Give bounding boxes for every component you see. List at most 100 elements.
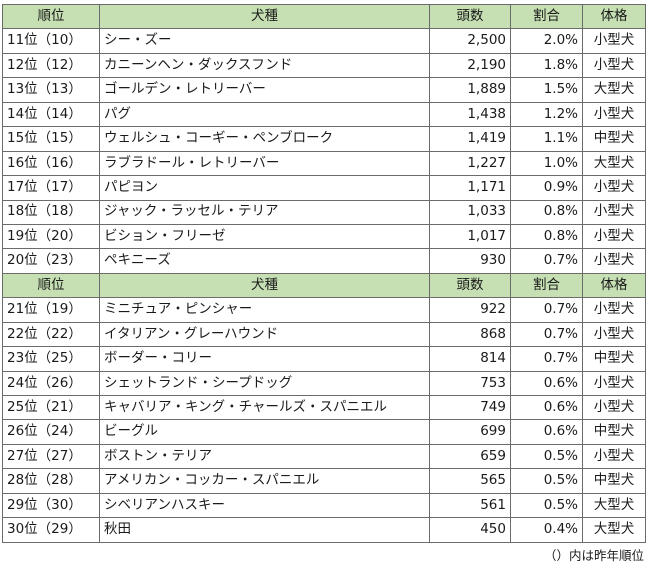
size-cell: 小型犬 (582, 297, 646, 323)
breed-cell: ゴールデン・レトリーバー (99, 77, 430, 103)
header-size: 体格 (582, 3, 646, 30)
count-cell: 450 (429, 517, 511, 543)
breed-cell: パグ (99, 101, 430, 128)
count-cell: 1,033 (429, 199, 511, 225)
breed-cell: ボストン・テリア (99, 443, 430, 470)
breed-cell: ビーグル (99, 419, 430, 445)
count-cell: 868 (429, 321, 511, 348)
share-cell: 0.5% (510, 492, 583, 519)
size-cell: 小型犬 (582, 199, 646, 225)
share-cell: 0.6% (510, 419, 583, 445)
rank-cell: 20位（23） (2, 248, 100, 274)
size-cell: 小型犬 (582, 370, 646, 397)
breed-cell: ラブラドール・レトリーバー (99, 150, 430, 177)
breed-cell: イタリアン・グレーハウンド (99, 321, 430, 348)
rank-cell: 21位（19） (2, 297, 100, 323)
table-row: 19位（20） ビション・フリーゼ 1,017 0.8% 小型犬 (2, 223, 646, 250)
table-header-row: 順位 犬種 頭数 割合 体格 (2, 3, 646, 30)
header-count: 頭数 (429, 3, 511, 30)
count-cell: 561 (429, 492, 511, 519)
rank-cell: 14位（14） (2, 101, 100, 128)
size-cell: 大型犬 (582, 517, 646, 543)
header-breed: 犬種 (99, 272, 430, 299)
table-row: 21位（19） ミニチュア・ピンシャー 922 0.7% 小型犬 (2, 297, 646, 323)
count-cell: 749 (429, 394, 511, 421)
table-row: 16位（16） ラブラドール・レトリーバー 1,227 1.0% 大型犬 (2, 150, 646, 177)
size-cell: 小型犬 (582, 52, 646, 79)
share-cell: 0.6% (510, 370, 583, 397)
breed-cell: キャバリア・キング・チャールズ・スパニエル (99, 394, 430, 421)
count-cell: 699 (429, 419, 511, 445)
rank-cell: 23位（25） (2, 346, 100, 372)
size-cell: 小型犬 (582, 223, 646, 250)
rank-cell: 30位（29） (2, 517, 100, 543)
rank-cell: 27位（27） (2, 443, 100, 470)
breed-cell: シベリアンハスキー (99, 492, 430, 519)
breed-cell: シェットランド・シープドッグ (99, 370, 430, 397)
share-cell: 0.7% (510, 346, 583, 372)
table-row: 13位（13） ゴールデン・レトリーバー 1,889 1.5% 大型犬 (2, 77, 646, 103)
breed-ranking-table: 順位 犬種 頭数 割合 体格 11位（10） シー・ズー 2,500 2.0% 小型犬 12位（12… (2, 3, 646, 543)
share-cell: 0.7% (510, 248, 583, 274)
count-cell: 753 (429, 370, 511, 397)
table-row: 29位（30） シベリアンハスキー 561 0.5% 大型犬 (2, 492, 646, 519)
rank-cell: 17位（17） (2, 175, 100, 201)
table-body: 順位 犬種 頭数 割合 体格 11位（10） シー・ズー 2,500 2.0% 小型犬 12位（12… (2, 3, 646, 543)
breed-cell: カニーンヘン・ダックスフンド (99, 52, 430, 79)
size-cell: 小型犬 (582, 443, 646, 470)
table-row: 14位（14） パグ 1,438 1.2% 小型犬 (2, 101, 646, 128)
share-cell: 1.0% (510, 150, 583, 177)
size-cell: 小型犬 (582, 28, 646, 54)
count-cell: 1,171 (429, 175, 511, 201)
breed-cell: ボーダー・コリー (99, 346, 430, 372)
share-cell: 1.8% (510, 52, 583, 79)
share-cell: 0.4% (510, 517, 583, 543)
count-cell: 565 (429, 468, 511, 494)
breed-cell: アメリカン・コッカー・スパニエル (99, 468, 430, 494)
rank-cell: 22位（22） (2, 321, 100, 348)
count-cell: 2,190 (429, 52, 511, 79)
share-cell: 0.5% (510, 468, 583, 494)
size-cell: 大型犬 (582, 492, 646, 519)
footnote: （）内は昨年順位 (543, 548, 644, 563)
size-cell: 小型犬 (582, 175, 646, 201)
table-row: 18位（18） ジャック・ラッセル・テリア 1,033 0.8% 小型犬 (2, 199, 646, 225)
share-cell: 0.7% (510, 297, 583, 323)
table-row: 22位（22） イタリアン・グレーハウンド 868 0.7% 小型犬 (2, 321, 646, 348)
table-row: 24位（26） シェットランド・シープドッグ 753 0.6% 小型犬 (2, 370, 646, 397)
size-cell: 中型犬 (582, 346, 646, 372)
table-row: 26位（24） ビーグル 699 0.6% 中型犬 (2, 419, 646, 445)
rank-cell: 13位（13） (2, 77, 100, 103)
size-cell: 小型犬 (582, 101, 646, 128)
share-cell: 1.5% (510, 77, 583, 103)
count-cell: 2,500 (429, 28, 511, 54)
header-rank: 順位 (2, 272, 100, 299)
rank-cell: 18位（18） (2, 199, 100, 225)
header-rank: 順位 (2, 3, 100, 30)
rank-cell: 16位（16） (2, 150, 100, 177)
size-cell: 大型犬 (582, 77, 646, 103)
table-row: 23位（25） ボーダー・コリー 814 0.7% 中型犬 (2, 346, 646, 372)
header-count: 頭数 (429, 272, 511, 299)
count-cell: 814 (429, 346, 511, 372)
rank-cell: 12位（12） (2, 52, 100, 79)
breed-cell: ウェルシュ・コーギー・ペンブローク (99, 126, 430, 152)
rank-cell: 26位（24） (2, 419, 100, 445)
share-cell: 0.6% (510, 394, 583, 421)
table-row: 27位（27） ボストン・テリア 659 0.5% 小型犬 (2, 443, 646, 470)
size-cell: 大型犬 (582, 150, 646, 177)
count-cell: 1,227 (429, 150, 511, 177)
breed-cell: ペキニーズ (99, 248, 430, 274)
table-row: 15位（15） ウェルシュ・コーギー・ペンブローク 1,419 1.1% 中型犬 (2, 126, 646, 152)
count-cell: 930 (429, 248, 511, 274)
share-cell: 1.1% (510, 126, 583, 152)
share-cell: 0.9% (510, 175, 583, 201)
breed-cell: パピヨン (99, 175, 430, 201)
count-cell: 922 (429, 297, 511, 323)
rank-cell: 19位（20） (2, 223, 100, 250)
share-cell: 0.8% (510, 223, 583, 250)
table-row: 30位（29） 秋田 450 0.4% 大型犬 (2, 517, 646, 543)
share-cell: 1.2% (510, 101, 583, 128)
rank-cell: 11位（10） (2, 28, 100, 54)
share-cell: 0.8% (510, 199, 583, 225)
